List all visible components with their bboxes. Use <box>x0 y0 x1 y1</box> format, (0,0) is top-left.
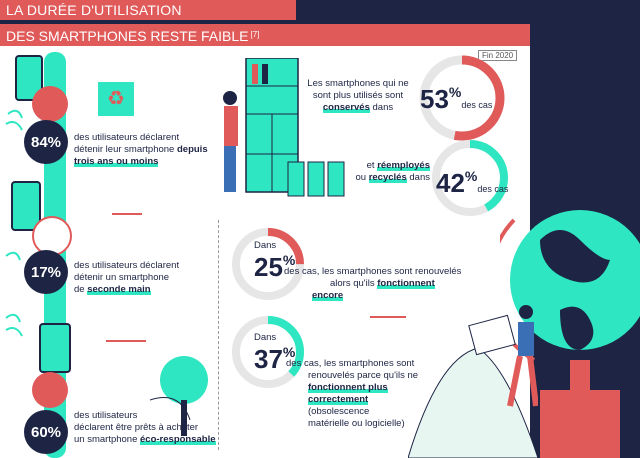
right-stat2-text: et réemployés ou recyclés dans <box>334 160 430 184</box>
section-subtitle: DES SMARTPHONES RESTE FAIBLE [7] <box>0 24 530 46</box>
right-stat1-line-b: sont plus utilisés sont <box>312 90 404 101</box>
stat3-text: des utilisateurs déclarent être prêts à … <box>74 410 234 446</box>
stat2-line-a: des utilisateurs déclarent <box>74 260 180 271</box>
right-stat3-pct: % <box>282 252 296 268</box>
right-stat1-pct: % <box>448 84 462 100</box>
right-stat2-number: 42 <box>436 168 465 198</box>
right-stat3-text: des cas, les smartphones sont renouvelés… <box>284 266 484 302</box>
stat3-line-c: un smartphone <box>74 434 138 445</box>
stat2-line-b: détenir un smartphone <box>74 272 170 283</box>
right-stat4-line-a: des cas, les smartphones sont <box>286 358 415 369</box>
cabinet-illustration <box>223 58 299 193</box>
right-stat1-line-a: Les smartphones qui ne <box>307 78 409 89</box>
divider <box>106 340 146 342</box>
globe-illustration <box>500 210 640 458</box>
stat1-badge: 84% <box>24 120 68 164</box>
right-stat4-number: 37 <box>254 344 283 374</box>
recycle-icon: ♻ <box>98 82 134 116</box>
right-stat4-line-c: (obsolescence <box>308 406 370 417</box>
right-stat2-highlight-1: réemployés <box>377 160 430 171</box>
right-stat3-line-a: des cas, les smartphones sont renouvelés <box>284 266 462 277</box>
right-stat2-pct: % <box>464 168 478 184</box>
divider <box>370 316 406 318</box>
right-stat3-number: 25 <box>254 252 283 282</box>
right-stat1-cas: des cas <box>461 100 493 110</box>
tree-illustration <box>150 356 208 436</box>
stat1-text: des utilisateurs déclarent détenir leur … <box>74 132 224 168</box>
right-stat4-text: des cas, les smartphones sont renouvelés… <box>286 358 442 430</box>
right-stat2-cas: des cas <box>477 184 509 194</box>
illustration-gear-circle <box>32 86 68 122</box>
right-stat1-line-c: dans <box>372 102 394 113</box>
right-stat2-line-b: ou <box>355 172 367 183</box>
date-badge: Fin 2020 <box>478 50 518 61</box>
stat2-line-c: de <box>74 284 85 295</box>
right-stat2-line-c: dans <box>409 172 430 183</box>
subtitle-ref: [7] <box>250 30 260 39</box>
right-stat4-line-d: matérielle ou logicielle) <box>308 418 405 429</box>
right-stat1-text: Les smartphones qui ne sont plus utilisé… <box>302 78 414 114</box>
illustration-plant-circle <box>32 372 68 408</box>
gauge-fill-g2 <box>432 140 508 216</box>
right-stat4-line-b: renouvelés parce qu'ils ne <box>308 370 419 381</box>
stat3-highlight: éco-responsable <box>140 434 216 445</box>
recycling-bins <box>287 161 345 197</box>
stat1-line-b: détenir leur smartphone <box>74 144 175 155</box>
right-stat4-highlight-2: correctement <box>308 394 369 405</box>
stat3-line-b: déclarent être prêts à acheter <box>74 422 199 433</box>
stat1-line-c: depuis <box>176 144 208 155</box>
stat3-line-a: des utilisateurs <box>74 410 138 421</box>
right-stat2-line-a: et <box>366 160 375 171</box>
person-illustration <box>408 305 538 458</box>
right-stat1-value: 53%des cas <box>420 84 492 115</box>
stat1-line-a: des utilisateurs déclarent <box>74 132 180 143</box>
right-stat2-value: 42%des cas <box>436 168 508 199</box>
right-stat3-highlight: fonctionnent <box>377 278 435 289</box>
stat2-text: des utilisateurs déclarent détenir un sm… <box>74 260 214 296</box>
stat1-highlight: trois ans ou moins <box>74 156 159 167</box>
right-stat3-highlight-2: encore <box>312 290 344 301</box>
right-stat1-highlight: conservés <box>322 102 370 113</box>
gauge-fill-g1 <box>419 55 505 141</box>
right-stat4-value: 37% <box>254 344 295 375</box>
stat3-badge: 60% <box>24 410 68 454</box>
section-title: LA DURÉE D'UTILISATION <box>0 0 296 20</box>
right-stat3-dans: Dans <box>254 240 277 251</box>
gauge-fill-g4 <box>232 316 304 388</box>
divider <box>112 213 142 215</box>
right-stat3-value: 25% <box>254 252 295 283</box>
stat2-badge: 17% <box>24 250 68 294</box>
stat2-highlight: seconde main <box>87 284 151 295</box>
gauge-fill-g3 <box>232 228 304 300</box>
right-stat2-highlight-2: recyclés <box>368 172 407 183</box>
right-stat4-dans: Dans <box>254 332 277 343</box>
right-stat3-line-b: alors qu'ils <box>330 278 375 289</box>
subtitle-text: DES SMARTPHONES RESTE FAIBLE <box>6 28 249 44</box>
right-stat4-pct: % <box>282 344 296 360</box>
right-stat1-number: 53 <box>420 84 449 114</box>
right-stat4-highlight: fonctionnent plus <box>308 382 388 393</box>
vertical-separator <box>218 220 219 450</box>
